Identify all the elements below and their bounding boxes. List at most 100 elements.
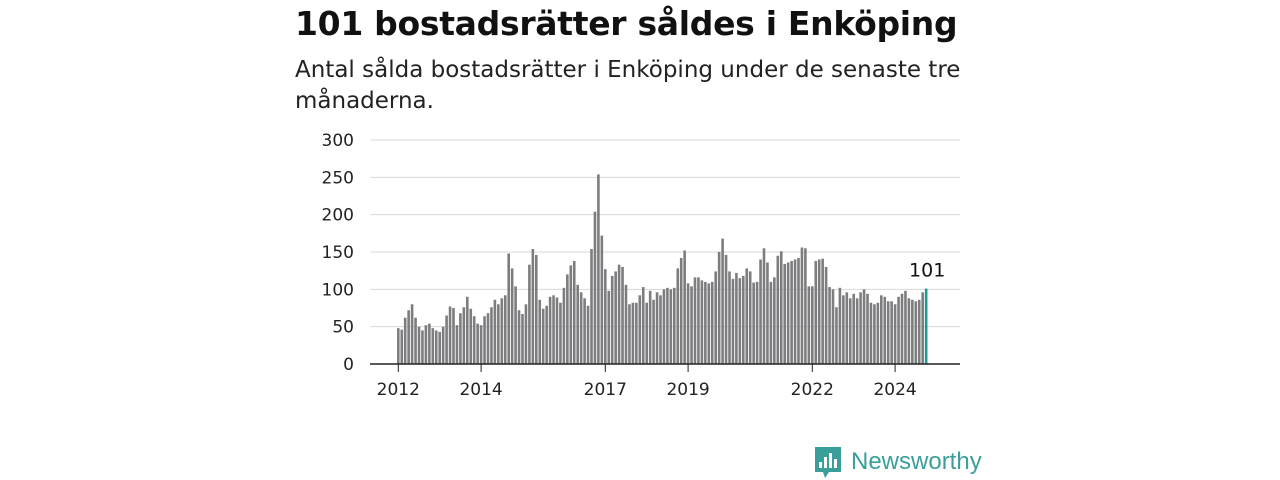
bar [645,302,648,364]
bar [586,305,590,364]
bar [452,308,455,364]
bar [717,252,721,364]
bar [786,262,790,364]
bar [697,277,700,364]
bar [679,257,683,364]
bar [579,292,583,364]
x-tick-label: 2012 [377,380,420,400]
bar [497,304,500,364]
bar [783,263,786,364]
bar [431,328,435,364]
bar [835,307,838,364]
bar [855,298,859,364]
bar [804,248,807,364]
bar [552,295,555,364]
bar [493,299,497,364]
bar [776,255,780,364]
bar [507,253,510,364]
bar [562,287,566,364]
bar [459,313,462,364]
bar [448,306,452,364]
brand-logo[interactable]: Newsworthy [814,445,982,479]
bar [752,282,755,364]
bar [472,316,476,364]
bar [669,289,673,364]
bar [528,264,531,364]
bar [466,296,469,364]
bar [673,287,676,364]
bar [738,278,742,364]
x-tick-label: 2017 [584,380,627,400]
bar [724,254,728,364]
bar [842,295,845,364]
bar [641,287,645,364]
bar [921,292,924,364]
bar [548,296,552,364]
bar [486,313,490,364]
bar [531,249,535,364]
bar [652,299,655,364]
bar [790,260,793,364]
bar [397,328,400,364]
bar [434,330,438,364]
bar [886,301,890,364]
bar [648,290,652,364]
bar [559,302,562,364]
bar [893,304,897,364]
bar [766,262,769,364]
y-tick-label: 150 [322,243,354,263]
bar [731,278,735,364]
bar [583,298,586,364]
bar [862,289,866,364]
bar [831,289,835,364]
bar [817,259,821,364]
bar [614,271,617,364]
bar [607,290,611,364]
bar [414,317,417,364]
bar [455,325,459,364]
bar [762,248,766,364]
bar [690,286,693,364]
bar [759,259,762,364]
bar [576,284,579,364]
newsworthy-logo-icon [815,447,841,478]
bar [624,284,628,364]
bar [704,281,707,364]
bar [700,280,704,364]
bar [890,301,893,364]
x-tick-label: 2014 [459,380,502,400]
bar [748,271,752,364]
bar [469,308,473,364]
bar [710,281,714,364]
bar [441,326,445,364]
bar [610,275,614,364]
bar [686,283,690,364]
bar [421,330,424,364]
bar [410,304,414,364]
bar [845,292,849,364]
bar [635,302,638,364]
bar [707,283,711,364]
bar [773,277,776,364]
bar [569,265,573,364]
chart-title: 101 bostadsrätter såldes i Enköping [295,4,958,43]
bar [755,281,759,364]
bar [462,307,466,364]
bar [483,316,486,364]
bar [407,310,410,364]
y-tick-label: 300 [322,131,354,151]
bar [917,299,921,364]
bar [869,302,873,364]
bar [876,302,880,364]
bar [500,298,504,364]
y-tick-label: 100 [322,280,354,300]
bar [659,295,662,364]
bar [880,295,883,364]
bar [535,254,538,364]
bar [904,290,907,364]
bar [883,296,887,364]
bar [490,307,493,364]
bar [631,302,635,364]
x-tick-label: 2024 [873,380,916,400]
bar [590,249,593,364]
